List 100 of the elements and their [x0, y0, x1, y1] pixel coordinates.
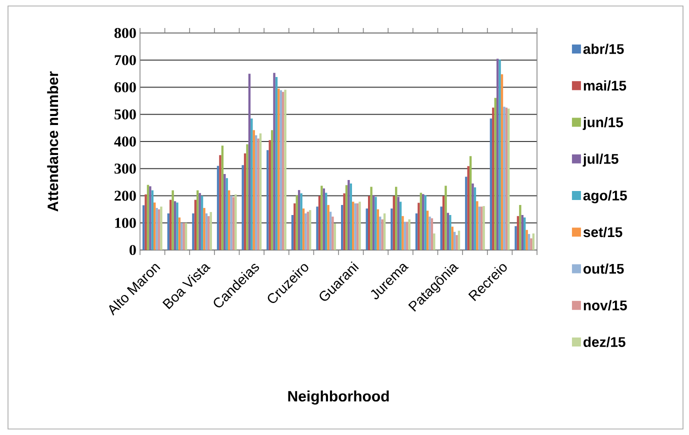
bar [205, 213, 208, 250]
bar [494, 98, 496, 250]
bar [296, 195, 298, 250]
bar [532, 233, 535, 250]
legend-label: out/15 [583, 263, 624, 274]
bar [156, 208, 158, 250]
bar [226, 178, 228, 250]
bar [259, 133, 262, 250]
bar [252, 130, 255, 250]
bar [383, 213, 386, 250]
bar [332, 216, 334, 250]
bar [390, 208, 393, 250]
legend-label: ago/15 [583, 190, 627, 204]
bar [194, 200, 197, 250]
bar [348, 180, 350, 250]
y-tick-label: 300 [114, 164, 136, 174]
bar [210, 212, 212, 250]
bar [176, 202, 178, 250]
bar [430, 218, 434, 250]
bar [250, 118, 253, 250]
y-tick-label: 100 [115, 218, 136, 228]
bar [442, 196, 445, 250]
bar [480, 206, 483, 250]
bar [526, 230, 528, 250]
legend-label: jun/15 [582, 116, 624, 130]
bar [358, 202, 361, 250]
bar [345, 185, 348, 250]
legend-label: set/15 [583, 226, 622, 238]
bar [446, 212, 450, 250]
bar [408, 219, 410, 250]
bar [472, 184, 474, 250]
bar [340, 204, 344, 250]
bar [476, 201, 478, 250]
bar [350, 184, 352, 250]
y-tick-label: 400 [114, 136, 136, 147]
bar [368, 196, 370, 250]
legend-label: abr/15 [583, 44, 624, 54]
bar [142, 205, 145, 250]
bar [465, 176, 468, 250]
bar [523, 217, 526, 250]
bar [291, 215, 294, 250]
bar [270, 130, 274, 250]
bar [257, 138, 260, 250]
bar [528, 234, 530, 250]
bar [219, 155, 222, 250]
bar [172, 190, 174, 250]
y-tick-label: 0 [130, 244, 136, 256]
bar [395, 186, 398, 250]
bar [208, 216, 210, 250]
bar [366, 208, 368, 250]
bar [228, 190, 230, 250]
bar [266, 150, 269, 250]
bar [309, 210, 312, 250]
bar [248, 74, 251, 250]
bar [498, 60, 501, 250]
bar [467, 166, 470, 250]
bar [232, 197, 235, 250]
bar [474, 187, 476, 250]
bar [216, 166, 220, 250]
bar [275, 76, 278, 250]
bar [428, 216, 431, 250]
y-axis-title: Attendance number [47, 71, 58, 212]
bar [198, 193, 201, 250]
legend-label: mai/15 [584, 80, 626, 91]
bar [203, 208, 206, 250]
bar [273, 72, 276, 250]
bar [154, 202, 156, 250]
x-axis-title: Neighborhood [288, 390, 389, 405]
bar [356, 203, 359, 250]
bar [343, 193, 346, 250]
legend-label: jul/15 [582, 154, 618, 167]
bar [160, 206, 162, 250]
bar [184, 222, 188, 250]
bar [230, 196, 232, 250]
bar [444, 186, 447, 250]
bar [402, 216, 404, 250]
bar [200, 196, 204, 250]
bar [420, 192, 422, 250]
bar [174, 201, 176, 250]
bar [324, 192, 328, 250]
bar [406, 222, 408, 250]
bar [320, 186, 323, 250]
bar [246, 144, 248, 250]
bar [151, 190, 154, 250]
bar [318, 196, 321, 250]
bar [242, 165, 244, 250]
bar [453, 232, 456, 250]
bar [399, 202, 402, 250]
bar [418, 202, 420, 250]
legend-label: dez/15 [584, 336, 626, 348]
bar [521, 215, 524, 250]
bar [158, 209, 160, 250]
bar [490, 118, 492, 250]
bar [327, 204, 330, 250]
bar [192, 213, 194, 250]
x-tick-label: Boa Vista [162, 264, 211, 310]
bar [322, 188, 325, 250]
legend-label: nov/15 [584, 300, 627, 310]
bar [374, 196, 377, 250]
bar [146, 184, 150, 250]
